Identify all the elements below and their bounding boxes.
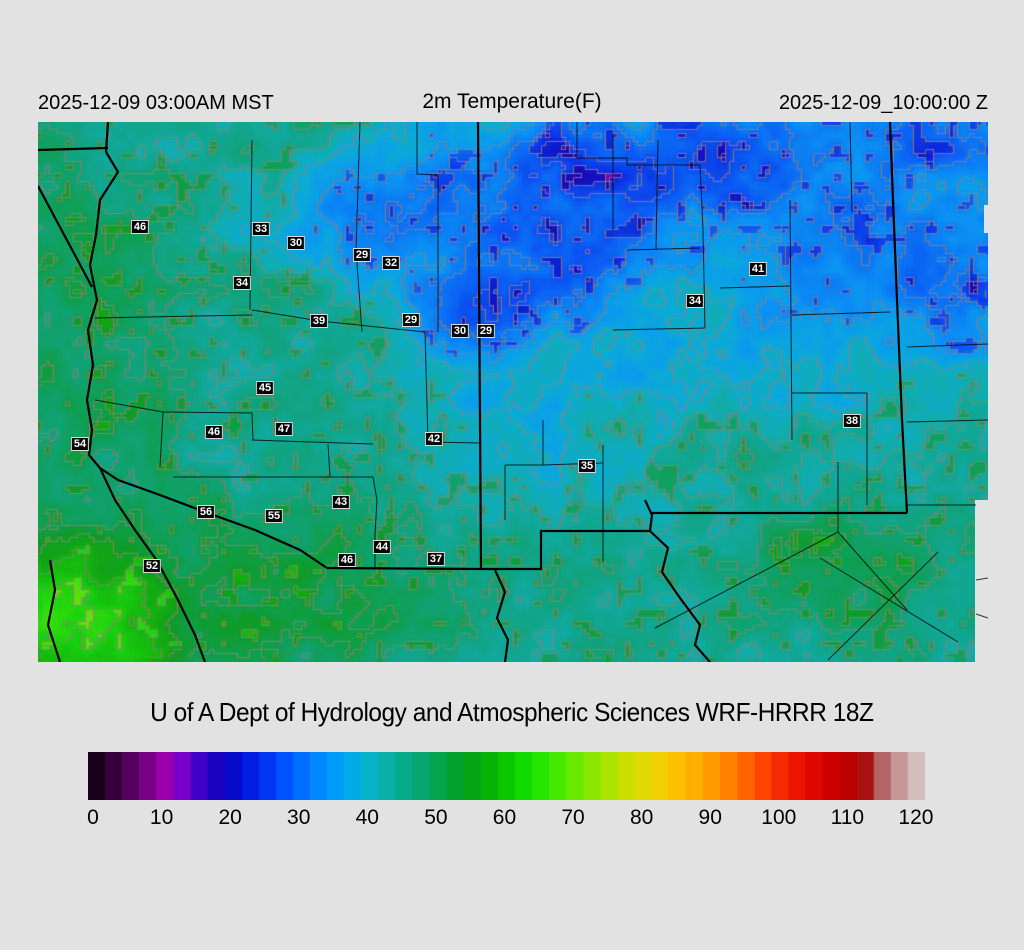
- station-value-label: 45: [255, 381, 275, 395]
- station-value-label: 38: [842, 414, 862, 428]
- station-value-label: 47: [274, 422, 294, 436]
- colorbar-tick-label: 90: [698, 806, 722, 829]
- station-value-label: 46: [204, 425, 224, 439]
- station-value-label: 33: [251, 222, 271, 236]
- station-value-label: 35: [577, 459, 597, 473]
- station-value-label: 46: [337, 553, 357, 567]
- forecast-valid-utc: 2025-12-09_10:00:00 Z: [778, 92, 988, 114]
- colorbar-tick-label: 40: [355, 806, 379, 829]
- station-value-label: 39: [309, 314, 329, 328]
- colorbar-tick-label: 80: [629, 806, 654, 829]
- colorbar-tick-label: 30: [287, 806, 311, 829]
- station-value-label: 34: [685, 294, 705, 308]
- station-value-label: 52: [142, 559, 162, 573]
- colorbar-tick-label: 70: [561, 806, 585, 829]
- temperature-map: 46 33 30 29 32 34 41 34 39 29 30 29 45 38 46 47 42 54 35 43…: [38, 122, 988, 662]
- colorbar-tick-label: 100: [761, 806, 797, 829]
- station-value-label: 44: [372, 540, 392, 554]
- plot-title: 2m Temperature(F): [422, 90, 602, 113]
- colorbar-tick-label: 120: [898, 806, 934, 829]
- station-value-label: 29: [476, 324, 496, 338]
- domain-edge-sliver: [984, 205, 988, 233]
- station-value-label: 54: [70, 437, 90, 451]
- colorbar-canvas: [88, 752, 925, 800]
- station-value-label: 42: [424, 432, 444, 446]
- header-row: 2025-12-09 03:00AM MST 2m Temperature(F)…: [0, 90, 1024, 118]
- colorbar-tick-label: 60: [492, 806, 517, 829]
- station-value-label: 55: [264, 509, 284, 523]
- colorbar-tick-label: 0: [87, 806, 99, 829]
- station-value-label: 32: [381, 256, 401, 270]
- station-value-label: 41: [748, 262, 768, 276]
- forecast-valid-local: 2025-12-09 03:00AM MST: [38, 92, 274, 114]
- station-value-label: 56: [196, 505, 216, 519]
- station-value-label: 37: [426, 552, 446, 566]
- colorbar: [88, 752, 925, 800]
- colorbar-tick-label: 110: [830, 806, 865, 829]
- station-value-label: 34: [232, 276, 252, 290]
- station-value-label: 46: [130, 220, 150, 234]
- station-value-label: 30: [286, 236, 306, 250]
- station-value-label: 29: [352, 248, 372, 262]
- attribution-text: U of A Dept of Hydrology and Atmospheric…: [150, 697, 874, 727]
- temperature-field-canvas: [38, 122, 988, 662]
- colorbar-tick-labels: 0 10 20 30 40 50 60 70 80 90 100 110 120: [87, 806, 948, 836]
- station-value-label: 30: [450, 324, 470, 338]
- colorbar-tick-label: 20: [218, 806, 242, 829]
- colorbar-tick-label: 50: [424, 806, 448, 829]
- attribution-caption: U of A Dept of Hydrology and Atmospheric…: [0, 697, 1024, 728]
- station-value-label: 29: [401, 313, 421, 327]
- station-value-label: 43: [331, 495, 351, 509]
- domain-edge-notch: [975, 500, 988, 662]
- colorbar-tick-label: 10: [149, 806, 174, 829]
